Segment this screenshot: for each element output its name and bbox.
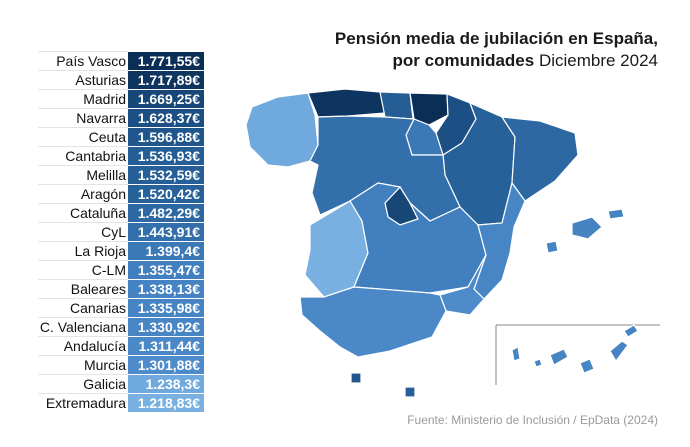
region-name: Galicia xyxy=(38,374,128,392)
title-line2-bold: por comunidades xyxy=(392,51,535,70)
title-line2-rest: Diciembre 2024 xyxy=(534,51,658,70)
region-name: Murcia xyxy=(38,355,128,373)
region-canarias-fuerteventura xyxy=(609,340,629,363)
region-pais-vasco xyxy=(409,92,449,126)
pension-value: 1.338,13€ xyxy=(128,280,204,298)
region-name: Andalucía xyxy=(38,336,128,354)
ranking-row: Melilla 1.532,59€ xyxy=(38,165,204,184)
pension-value: 1.482,29€ xyxy=(128,204,204,222)
region-name: Cantabria xyxy=(38,146,128,164)
region-canarias-gomera xyxy=(533,358,543,368)
pension-value: 1.520,42€ xyxy=(128,185,204,203)
ranking-row: C-LM 1.355,47€ xyxy=(38,260,204,279)
ranking-row: Cantabria 1.536,93€ xyxy=(38,146,204,165)
title-line1: Pensión media de jubilación en España, xyxy=(334,29,658,48)
spain-map xyxy=(245,88,660,398)
ranking-row: Madrid 1.669,25€ xyxy=(38,89,204,108)
region-ceuta xyxy=(350,372,362,384)
ranking-row: Baleares 1.338,13€ xyxy=(38,279,204,298)
region-baleares-ibiza xyxy=(545,240,559,254)
region-canarias-gran-canaria xyxy=(579,358,595,374)
ranking-row: Asturias 1.717,89€ xyxy=(38,70,204,89)
ranking-row: Andalucía 1.311,44€ xyxy=(38,336,204,355)
ranking-row: Murcia 1.301,88€ xyxy=(38,355,204,374)
ranking-row: C. Valenciana 1.330,92€ xyxy=(38,317,204,336)
pension-value: 1.218,83€ xyxy=(128,394,204,412)
ranking-row: País Vasco 1.771,55€ xyxy=(38,51,204,70)
canarias-inset-frame xyxy=(495,324,660,385)
region-canarias-tenerife xyxy=(549,348,569,366)
pension-value: 1.771,55€ xyxy=(128,52,204,70)
region-name: Canarias xyxy=(38,298,128,316)
map-title: Pensión media de jubilación en España, p… xyxy=(335,28,658,72)
ranking-row: La Rioja 1.399,4€ xyxy=(38,241,204,260)
region-name: Navarra xyxy=(38,108,128,126)
source-note: Fuente: Ministerio de Inclusión / EpData… xyxy=(407,413,658,427)
pension-value: 1.532,59€ xyxy=(128,166,204,184)
ranking-row: Cataluña 1.482,29€ xyxy=(38,203,204,222)
region-andalucia xyxy=(299,286,447,358)
region-melilla xyxy=(404,386,416,398)
region-name: Extremadura xyxy=(38,393,128,411)
ranking-row: Navarra 1.628,37€ xyxy=(38,108,204,127)
region-name: Madrid xyxy=(38,89,128,107)
region-galicia xyxy=(245,92,319,168)
region-canarias-la-palma xyxy=(511,346,521,362)
region-baleares-mallorca xyxy=(571,216,603,240)
pension-value: 1.335,98€ xyxy=(128,299,204,317)
region-name: Cataluña xyxy=(38,203,128,221)
ranking-row: Galicia 1.238,3€ xyxy=(38,374,204,393)
ranking-row: Ceuta 1.596,88€ xyxy=(38,127,204,146)
pension-value: 1.238,3€ xyxy=(128,375,204,393)
pension-value: 1.330,92€ xyxy=(128,318,204,336)
pension-value: 1.596,88€ xyxy=(128,128,204,146)
pension-value: 1.628,37€ xyxy=(128,109,204,127)
region-name: Melilla xyxy=(38,165,128,183)
region-name: C-LM xyxy=(38,260,128,278)
region-name: La Rioja xyxy=(38,241,128,259)
pension-value: 1.355,47€ xyxy=(128,261,204,279)
ranking-table: País Vasco 1.771,55€ Asturias 1.717,89€ Madr… xyxy=(38,51,204,412)
region-name: País Vasco xyxy=(38,51,128,69)
region-name: Aragón xyxy=(38,184,128,202)
pension-value: 1.717,89€ xyxy=(128,71,204,89)
pension-value: 1.669,25€ xyxy=(128,90,204,108)
region-asturias xyxy=(307,88,386,118)
ranking-row: Canarias 1.335,98€ xyxy=(38,298,204,317)
region-name: Ceuta xyxy=(38,127,128,145)
ranking-row: Extremadura 1.218,83€ xyxy=(38,393,204,412)
ranking-row: Aragón 1.520,42€ xyxy=(38,184,204,203)
pension-value: 1.399,4€ xyxy=(128,242,204,260)
pension-value: 1.311,44€ xyxy=(128,337,204,355)
region-cataluna xyxy=(500,116,579,202)
pension-value: 1.443,91€ xyxy=(128,223,204,241)
region-name: C. Valenciana xyxy=(38,317,128,335)
region-cantabria xyxy=(379,91,414,120)
pension-value: 1.301,88€ xyxy=(128,356,204,374)
ranking-row: CyL 1.443,91€ xyxy=(38,222,204,241)
pension-value: 1.536,93€ xyxy=(128,147,204,165)
region-name: Baleares xyxy=(38,279,128,297)
region-baleares-menorca xyxy=(607,208,625,220)
region-canarias-lanzarote xyxy=(623,324,639,338)
title-line2: por comunidades Diciembre 2024 xyxy=(335,50,658,72)
region-name: Asturias xyxy=(38,70,128,88)
region-name: CyL xyxy=(38,222,128,240)
